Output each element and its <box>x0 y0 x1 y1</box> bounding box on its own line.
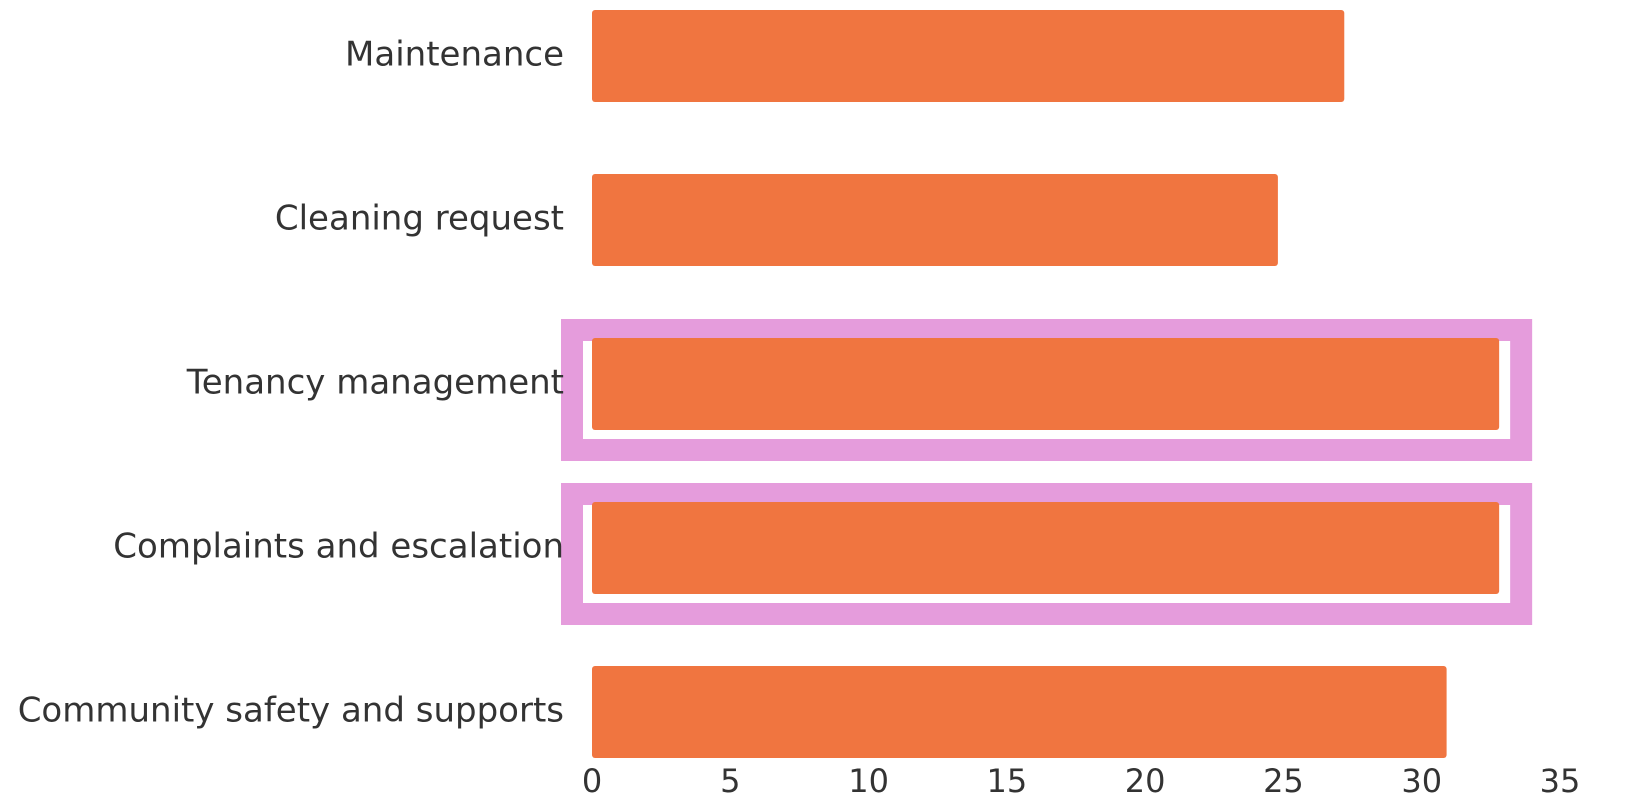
x-axis-tick-labels: 0 5 10 15 20 25 30 35 <box>582 762 1581 800</box>
category-label: Complaints and escalation <box>113 527 564 567</box>
bar <box>592 174 1278 266</box>
bar <box>592 10 1345 102</box>
highlight-frame <box>561 483 1533 625</box>
bar <box>592 666 1447 758</box>
category-label: Cleaning request <box>275 199 564 239</box>
highlight-layer <box>561 319 1533 625</box>
x-tick-label: 20 <box>1125 762 1166 800</box>
category-label: Maintenance <box>345 35 564 75</box>
bar <box>592 338 1500 430</box>
highlight-frame <box>561 319 1533 461</box>
bar <box>592 502 1500 594</box>
bars-layer <box>592 10 1500 758</box>
category-labels: Maintenance Cleaning request Tenancy manag… <box>18 35 564 731</box>
category-label: Tenancy management <box>186 363 564 403</box>
x-tick-label: 35 <box>1540 762 1581 800</box>
category-label: Community safety and supports <box>18 691 564 731</box>
x-tick-label: 25 <box>1263 762 1304 800</box>
x-tick-label: 10 <box>848 762 889 800</box>
x-tick-label: 5 <box>720 762 740 800</box>
x-tick-label: 30 <box>1401 762 1442 800</box>
x-tick-label: 0 <box>582 762 602 800</box>
x-tick-label: 15 <box>986 762 1027 800</box>
